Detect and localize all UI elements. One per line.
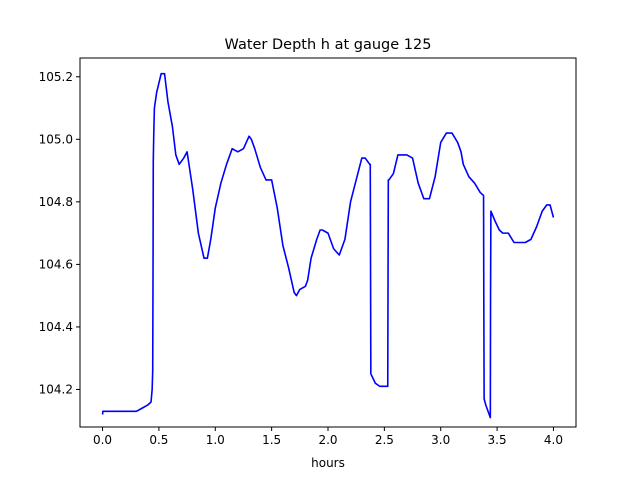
x-tick-label: 3.5 — [488, 433, 507, 447]
chart-title: Water Depth h at gauge 125 — [225, 37, 432, 53]
x-tick-label: 2.0 — [318, 433, 337, 447]
x-tick-label: 1.0 — [206, 433, 225, 447]
y-tick-label: 104.2 — [39, 382, 73, 396]
x-tick-label: 2.5 — [375, 433, 394, 447]
plot-area — [101, 72, 555, 419]
x-axis-label: hours — [311, 456, 345, 470]
x-tick-label: 4.0 — [544, 433, 563, 447]
y-tick-label: 104.4 — [39, 320, 73, 334]
x-axis-ticks: 0.0 0.5 1.0 1.5 2.0 2.5 3.0 3.5 4.0 — [93, 427, 563, 447]
x-tick-label: 0.0 — [93, 433, 112, 447]
axes-frame — [79, 57, 577, 428]
y-tick-label: 105.2 — [39, 70, 73, 84]
x-tick-label: 0.5 — [149, 433, 168, 447]
series-line-0 — [101, 72, 555, 419]
y-axis-ticks: 104.2 104.4 104.6 104.8 105.0 105.2 — [39, 70, 80, 396]
y-tick-label: 105.0 — [39, 132, 73, 146]
x-tick-label: 3.0 — [431, 433, 450, 447]
y-tick-label: 104.8 — [39, 195, 73, 209]
y-tick-label: 104.6 — [39, 257, 73, 271]
x-tick-label: 1.5 — [262, 433, 281, 447]
